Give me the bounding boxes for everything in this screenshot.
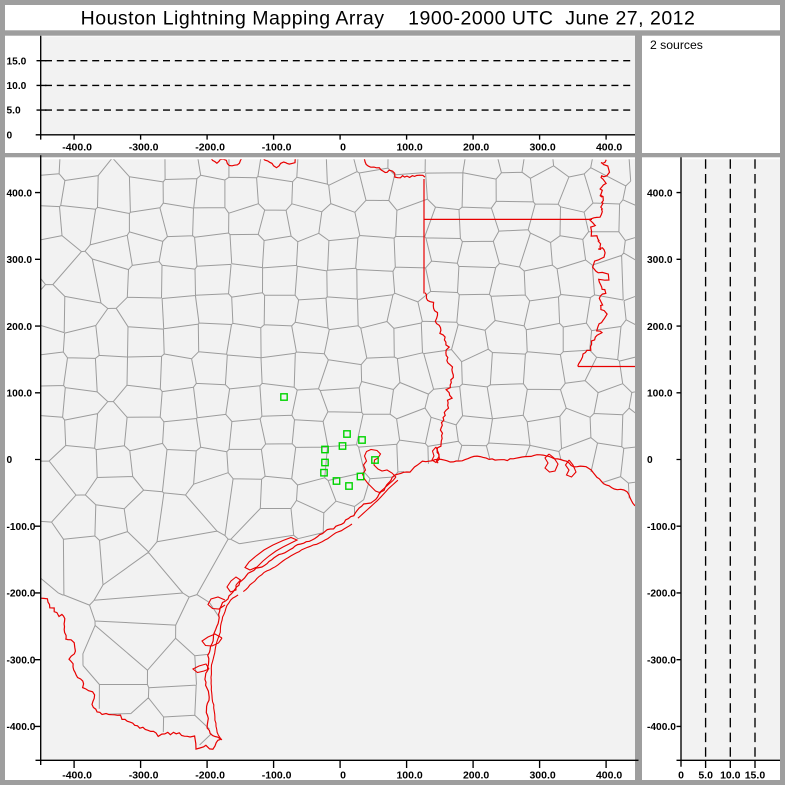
svg-text:-400.0: -400.0 bbox=[62, 770, 92, 782]
svg-text:200.0: 200.0 bbox=[647, 322, 673, 333]
svg-text:5.0: 5.0 bbox=[698, 770, 713, 782]
svg-text:-400.0: -400.0 bbox=[7, 722, 36, 733]
svg-text:-400.0: -400.0 bbox=[647, 722, 676, 733]
svg-text:-300.0: -300.0 bbox=[647, 655, 676, 666]
svg-text:100.0: 100.0 bbox=[396, 770, 422, 782]
svg-text:Houston Lightning Mapping Arra: Houston Lightning Mapping Array 1900-200… bbox=[81, 8, 696, 30]
svg-text:-200.0: -200.0 bbox=[7, 589, 36, 600]
svg-text:-100.0: -100.0 bbox=[7, 522, 36, 533]
svg-text:15.0: 15.0 bbox=[7, 56, 27, 67]
svg-text:300.0: 300.0 bbox=[7, 255, 33, 266]
svg-text:5.0: 5.0 bbox=[7, 106, 21, 117]
svg-text:10.0: 10.0 bbox=[7, 81, 27, 92]
svg-text:300.0: 300.0 bbox=[647, 255, 673, 266]
svg-text:-200.0: -200.0 bbox=[195, 770, 225, 782]
svg-text:0: 0 bbox=[7, 130, 13, 141]
svg-text:0: 0 bbox=[7, 455, 13, 466]
svg-text:-200.0: -200.0 bbox=[195, 142, 225, 154]
svg-text:0: 0 bbox=[340, 142, 346, 154]
svg-text:2 sources: 2 sources bbox=[650, 38, 703, 52]
svg-text:-100.0: -100.0 bbox=[647, 522, 676, 533]
svg-text:400.0: 400.0 bbox=[647, 188, 673, 199]
svg-text:-100.0: -100.0 bbox=[262, 770, 292, 782]
svg-text:400.0: 400.0 bbox=[596, 142, 622, 154]
svg-text:10.0: 10.0 bbox=[720, 770, 741, 782]
svg-text:200.0: 200.0 bbox=[7, 322, 33, 333]
svg-text:0: 0 bbox=[678, 770, 684, 782]
svg-text:-300.0: -300.0 bbox=[7, 655, 36, 666]
svg-text:-300.0: -300.0 bbox=[129, 142, 159, 154]
svg-text:100.0: 100.0 bbox=[7, 388, 33, 399]
svg-text:100.0: 100.0 bbox=[647, 388, 673, 399]
svg-text:200.0: 200.0 bbox=[463, 142, 489, 154]
svg-text:-100.0: -100.0 bbox=[262, 142, 292, 154]
svg-text:0: 0 bbox=[647, 455, 653, 466]
svg-text:-400.0: -400.0 bbox=[62, 142, 92, 154]
svg-text:400.0: 400.0 bbox=[7, 188, 33, 199]
svg-text:300.0: 300.0 bbox=[529, 142, 555, 154]
svg-text:-200.0: -200.0 bbox=[647, 589, 676, 600]
svg-text:15.0: 15.0 bbox=[745, 770, 766, 782]
svg-text:200.0: 200.0 bbox=[463, 770, 489, 782]
svg-text:100.0: 100.0 bbox=[396, 142, 422, 154]
svg-text:300.0: 300.0 bbox=[529, 770, 555, 782]
svg-text:400.0: 400.0 bbox=[596, 770, 622, 782]
svg-text:0: 0 bbox=[340, 770, 346, 782]
svg-text:-300.0: -300.0 bbox=[129, 770, 159, 782]
